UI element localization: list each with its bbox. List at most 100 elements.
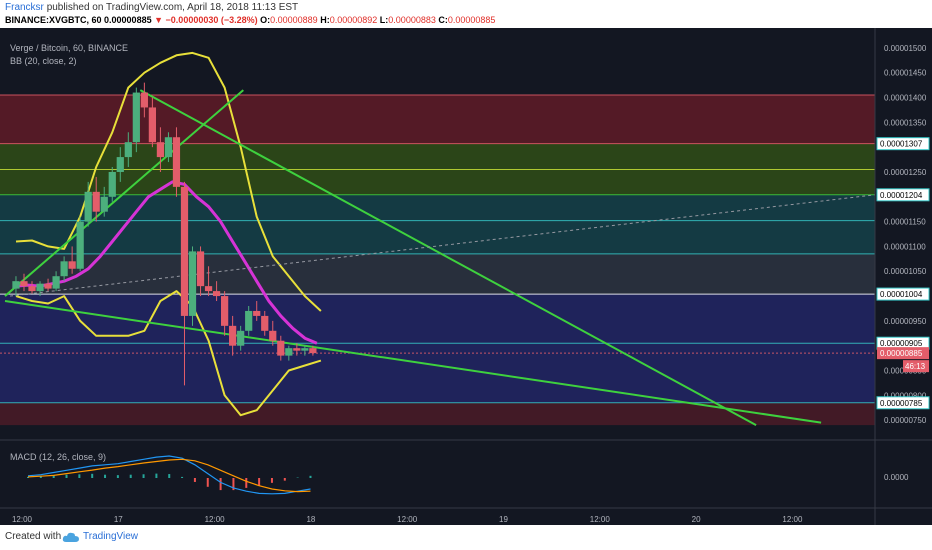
last-price: 0.00000885 [104, 15, 152, 25]
candle-body [76, 221, 84, 269]
candle-body [237, 330, 245, 346]
candle-body [92, 191, 100, 212]
candle-body [309, 348, 317, 354]
quote-line: BINANCE:XVGBTC, 60 0.00000885 ▼ −0.00000… [5, 15, 495, 25]
y-tick-label: 0.00001500 [884, 44, 927, 53]
countdown-box [903, 360, 929, 373]
high-value: 0.00000892 [329, 15, 378, 25]
candle-body [253, 310, 261, 316]
candle-body [148, 107, 156, 143]
macd-histogram-bar [129, 474, 132, 478]
candle-body [245, 310, 253, 331]
trendline-2 [4, 300, 822, 424]
candle-body [156, 142, 165, 158]
candle-body [52, 276, 60, 289]
y-tick-label: 0.00000950 [884, 317, 927, 326]
macd-histogram-bar [142, 474, 145, 478]
candle-body [28, 286, 36, 292]
low-label: L: [379, 15, 389, 25]
price-chart[interactable]: 0.00001500 0.00001450 0.00001400 0.00001350… [0, 28, 932, 525]
candle-body [108, 171, 116, 197]
open-value: 0.00000889 [270, 15, 318, 25]
close-label: C: [438, 15, 448, 25]
candle-body [164, 137, 173, 158]
price-label-box [877, 347, 929, 360]
price-label-box [876, 137, 930, 151]
x-tick-label: 12:00 [590, 515, 611, 524]
macd-histogram-bar [168, 474, 171, 478]
bb-basis-line [15, 180, 318, 345]
legend-title: Verge / Bitcoin, 60, BINANCE [10, 43, 128, 53]
footer: Created with TradingView [0, 525, 932, 550]
macd-histogram-bar [270, 478, 273, 483]
candle-body [212, 291, 221, 297]
candle-body [36, 283, 44, 292]
candle-body [269, 330, 277, 341]
macd-histogram-bar [104, 474, 107, 478]
macd-histogram-bar [206, 478, 209, 487]
price-label-box [876, 396, 930, 410]
author-link[interactable]: Francksr [5, 2, 44, 13]
macd-zero-label: 0.0000 [884, 473, 909, 482]
signal-line [27, 458, 311, 493]
symbol-label: BINANCE:XVGBTC, 60 [5, 15, 102, 25]
open-label: O: [260, 15, 271, 25]
bb-lower-band [15, 290, 322, 417]
x-tick-label: 12:00 [782, 515, 803, 524]
price-label-box [876, 287, 930, 301]
candle-body [84, 191, 92, 222]
zone-band-3 [0, 253, 875, 295]
candle-body [293, 348, 301, 351]
macd-histogram-bar [65, 474, 68, 478]
y-tick-label: 0.00001050 [884, 267, 927, 276]
trendline-1 [139, 89, 757, 426]
change-value: −0.00000030 (−3.28%) [165, 15, 258, 25]
macd-histogram-bar [309, 475, 312, 478]
created-with-text: Created with [5, 531, 62, 542]
y-tick-label: 0.00001450 [884, 69, 927, 78]
candle-body [12, 281, 20, 289]
tradingview-cloud-icon [62, 532, 79, 542]
macd-histogram-bar [245, 478, 248, 488]
dashed-trendline [9, 194, 876, 297]
candle-body [132, 92, 140, 143]
candle-body [116, 157, 124, 172]
candle-body [229, 325, 237, 346]
macd-histogram-bar [232, 478, 235, 491]
candle-body [196, 251, 205, 287]
tradingview-brand[interactable]: TradingView [83, 531, 139, 542]
macd-histogram-bar [283, 478, 286, 481]
price-label: 0.00000905 [880, 339, 923, 348]
macd-histogram-bar [258, 478, 261, 486]
low-value: 0.00000883 [388, 15, 436, 25]
zone-band-4 [0, 294, 875, 403]
y-tick-label: 0.00001250 [884, 168, 927, 177]
y-tick-label: 0.00001400 [884, 94, 927, 103]
down-arrow-icon: ▼ [154, 15, 164, 25]
y-tick-label: 0.00000800 [884, 391, 927, 400]
macd-histogram-bar [78, 474, 81, 478]
y-tick-label: 0.00000750 [884, 416, 927, 425]
x-tick-label: 12:00 [205, 515, 226, 524]
x-tick-label: 12:00 [397, 515, 418, 524]
candle-body [124, 142, 132, 158]
price-label: 0.00000785 [880, 399, 923, 408]
candle-body [301, 348, 309, 351]
y-tick-label: 0.00001150 [884, 218, 926, 227]
zone-band-5 [0, 402, 875, 426]
price-label-box [876, 188, 930, 202]
x-tick-label: 12:00 [12, 515, 33, 524]
candle-body [60, 261, 68, 277]
macd-histogram-bar [155, 473, 158, 478]
candle-body [172, 137, 181, 187]
x-tick-label: 17 [114, 515, 123, 524]
macd-histogram-bar [116, 475, 119, 478]
x-tick-label: 19 [499, 515, 508, 524]
x-tick-label: 20 [692, 515, 701, 524]
candle-body [221, 296, 229, 326]
high-label: H: [320, 15, 330, 25]
macd-histogram-bar [52, 475, 55, 478]
close-value: 0.00000885 [447, 15, 496, 25]
legend-bb: BB (20, close, 2) [10, 56, 77, 66]
candle-body [44, 283, 52, 289]
